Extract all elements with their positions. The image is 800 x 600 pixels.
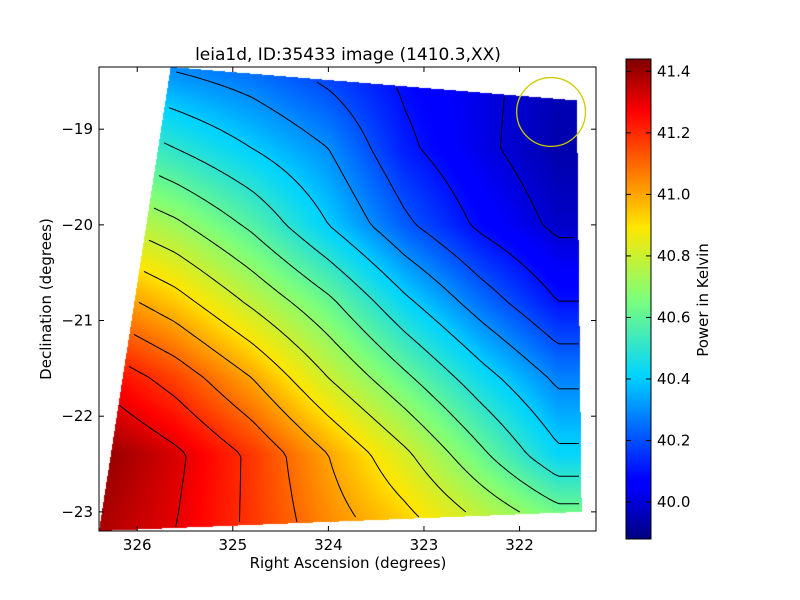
colorbar-tick-label: 41.2 <box>657 124 690 142</box>
colorbar-label: Power in Kelvin <box>694 243 712 357</box>
plot-area: 326 325 324 323 322 −19 −20 −21 −22 −23 <box>61 66 597 554</box>
y-tick-label: −22 <box>61 407 93 425</box>
contour-line <box>138 301 357 518</box>
y-tick-label: −19 <box>61 120 93 138</box>
y-axis-label: Declination (degrees) <box>37 218 55 380</box>
y-tick-label: −21 <box>61 312 93 330</box>
y-axis-ticks: −19 −20 −21 −22 −23 <box>61 120 596 521</box>
contour-lines <box>118 71 579 528</box>
x-tick-label: 325 <box>218 536 247 554</box>
contour-line <box>128 366 242 523</box>
contour-line <box>163 142 579 477</box>
colorbar-frame <box>625 58 652 540</box>
y-tick-label: −20 <box>61 216 93 234</box>
colorbar-tick-label: 41.4 <box>657 62 690 80</box>
heatmap-field <box>99 67 596 531</box>
colorbar-tick-label: 40.4 <box>657 370 690 388</box>
y-tick-label: −23 <box>61 503 93 521</box>
contour-line <box>158 175 579 505</box>
chart-title: leia1d, ID:35433 image (1410.3,XX) <box>195 45 501 65</box>
colorbar-tick-label: 40.8 <box>657 247 690 265</box>
x-axis-ticks: 326 325 324 323 322 <box>123 67 534 554</box>
colorbar-tick-label: 40.0 <box>657 493 690 511</box>
contour-line <box>500 96 574 239</box>
contour-line <box>176 71 579 390</box>
contour-line <box>143 270 420 518</box>
colorbar: 40.0 40.2 40.4 40.6 40.8 41.0 41.2 41.4 <box>625 58 690 540</box>
contour-line <box>118 404 187 528</box>
colorbar-tick-label: 40.2 <box>657 432 690 450</box>
colorbar-tick-label: 40.6 <box>657 308 690 326</box>
x-axis-label: Right Ascension (degrees) <box>250 554 447 572</box>
x-tick-label: 323 <box>410 536 439 554</box>
plot-frame <box>98 66 597 532</box>
contour-line <box>316 81 579 345</box>
beam-circle <box>516 76 587 148</box>
x-tick-label: 326 <box>123 536 152 554</box>
colorbar-gradient <box>626 59 651 539</box>
contour-line <box>133 333 298 523</box>
colorbar-ticks: 40.0 40.2 40.4 40.6 40.8 41.0 41.2 41.4 <box>626 62 690 511</box>
colorbar-tick-label: 41.0 <box>657 185 690 203</box>
contour-line <box>148 239 467 513</box>
contour-line <box>153 207 521 513</box>
x-tick-label: 324 <box>314 536 343 554</box>
x-tick-label: 322 <box>505 536 534 554</box>
contour-line <box>395 86 579 302</box>
contour-line <box>168 107 579 444</box>
